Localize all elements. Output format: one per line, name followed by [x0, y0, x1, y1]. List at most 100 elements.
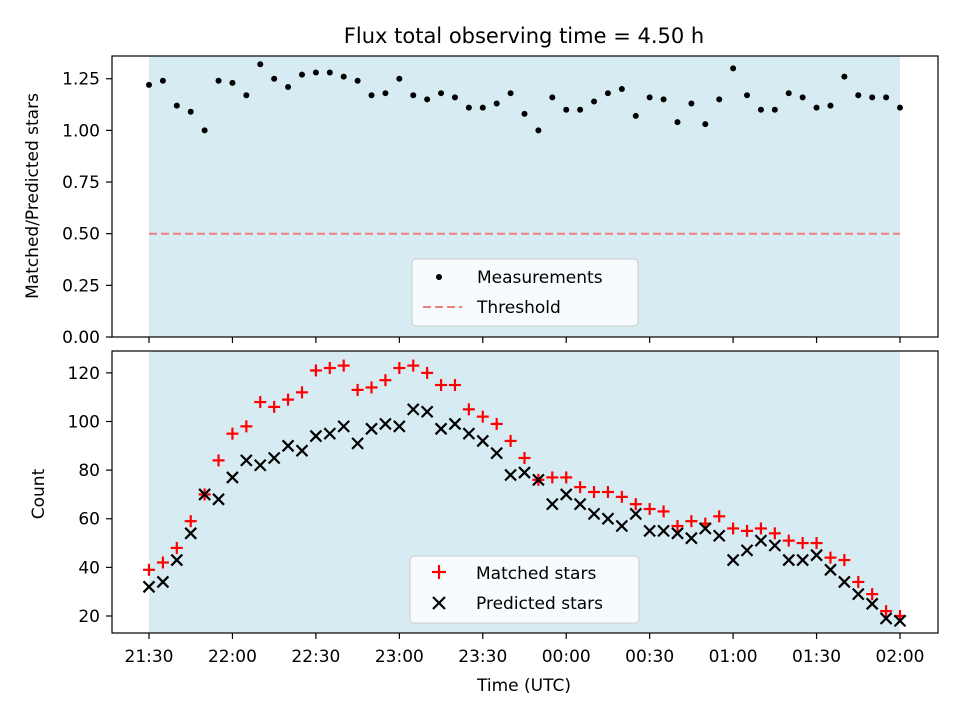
predicted-star-point — [865, 597, 879, 611]
predicted-stars-series — [142, 403, 907, 628]
measurement-point — [730, 65, 737, 72]
matched-star-point — [518, 451, 531, 464]
matched-star-point — [435, 379, 448, 392]
measurement-point — [298, 71, 305, 78]
measurement-point — [688, 100, 695, 107]
measurement-point — [326, 69, 333, 76]
measurement-point — [702, 121, 709, 128]
measurement-point — [312, 69, 319, 76]
matched-star-point — [407, 359, 420, 372]
predicted-star-point — [810, 548, 823, 562]
measurement-point — [396, 75, 403, 82]
matched-star-point — [741, 524, 754, 537]
measurement-point — [507, 90, 514, 97]
matched-star-point — [254, 396, 267, 409]
matched-star-point — [796, 537, 809, 550]
measurement-point — [869, 94, 876, 101]
top-y-tick-label: 0.00 — [62, 328, 100, 348]
bottom-y-axis-label: Count — [29, 468, 49, 519]
predicted-star-point — [643, 524, 656, 538]
predicted-star-point — [504, 468, 517, 482]
measurement-point — [549, 94, 556, 101]
bottom-y-tick-label: 40 — [78, 558, 100, 578]
matched-star-point — [866, 588, 879, 601]
predicted-star-point — [448, 417, 462, 431]
matched-star-point — [170, 541, 183, 554]
predicted-star-point — [253, 458, 267, 472]
predicted-star-point — [573, 497, 587, 511]
matched-star-point — [156, 556, 169, 569]
top-y-tick-label: 1.00 — [62, 121, 100, 141]
bottom-legend-box — [409, 555, 640, 624]
predicted-star-point — [281, 439, 295, 453]
threshold-legend-label: Threshold — [476, 298, 561, 318]
predicted-star-point — [699, 522, 712, 535]
matched-star-point — [462, 403, 475, 416]
predicted-star-point — [351, 437, 364, 450]
measurement-point — [493, 100, 500, 107]
matched-star-point — [448, 379, 461, 392]
measurement-point — [215, 77, 222, 84]
x-tick-label: 01:00 — [709, 647, 758, 667]
top-plot-frame — [111, 55, 939, 338]
predicted-star-point — [379, 417, 392, 431]
top-y-axis-label: Matched/Predicted stars — [23, 93, 43, 299]
x-tick-label: 00:00 — [542, 647, 591, 667]
measurements-series — [146, 61, 903, 134]
bottom-y-axis-ticks: 20 40 60 80 100 120 — [68, 364, 112, 627]
matched-star-point — [588, 486, 601, 498]
matched-star-point — [880, 605, 893, 618]
predicted-legend-label: Predicted stars — [476, 594, 603, 614]
matched-star-point — [768, 527, 781, 540]
x-tick-label: 01:30 — [792, 647, 841, 667]
predicted-star-point — [838, 575, 851, 589]
predicted-star-point — [532, 473, 545, 487]
x-tick-label: 22:00 — [208, 647, 257, 667]
top-y-tick-label: 0.50 — [62, 225, 100, 245]
predicted-star-point — [796, 553, 809, 567]
measurement-point — [827, 102, 834, 109]
matched-star-point — [560, 471, 573, 484]
matched-star-point — [852, 575, 865, 588]
measurement-point — [271, 75, 278, 82]
measurement-point — [563, 106, 570, 113]
measurement-point — [368, 92, 375, 99]
predicted-star-point — [712, 529, 726, 543]
predicted-star-point — [768, 539, 782, 552]
matched-star-point — [351, 383, 364, 396]
measurement-point — [159, 77, 166, 84]
measurement-point — [257, 61, 264, 68]
measurement-point — [187, 108, 194, 115]
x-tick-label: 22:30 — [291, 647, 340, 667]
measurement-point — [285, 83, 292, 90]
matched-star-point — [212, 454, 225, 467]
measurement-point — [855, 92, 862, 99]
predicted-star-point — [156, 575, 170, 589]
x-tick-label: 21:30 — [125, 647, 174, 667]
bottom-plot-frame — [111, 350, 939, 634]
measurement-point — [841, 73, 848, 80]
predicted-star-point — [267, 451, 281, 465]
measurement-point — [785, 90, 792, 97]
matched-star-point — [727, 522, 740, 535]
measurement-point — [521, 110, 528, 117]
measurement-point — [632, 112, 639, 119]
matched-star-point — [365, 381, 378, 394]
measurement-point — [744, 92, 751, 99]
matched-star-point — [838, 554, 851, 567]
matched-star-point — [810, 537, 823, 550]
measurement-point — [646, 94, 653, 101]
x-tick-label: 00:30 — [625, 647, 674, 667]
predicted-star-point — [462, 427, 476, 440]
predicted-star-point — [657, 524, 670, 538]
measurement-point — [173, 102, 180, 109]
x-axis-label: Time (UTC) — [476, 676, 571, 696]
measurement-point — [604, 90, 611, 97]
measurement-point — [674, 119, 681, 126]
bottom-y-tick-label: 80 — [78, 461, 100, 481]
predicted-star-point — [490, 446, 503, 460]
bottom-y-tick-label: 120 — [68, 364, 100, 384]
matched-star-point — [824, 551, 837, 564]
predicted-star-point — [782, 553, 796, 567]
predicted-star-point — [559, 488, 573, 501]
